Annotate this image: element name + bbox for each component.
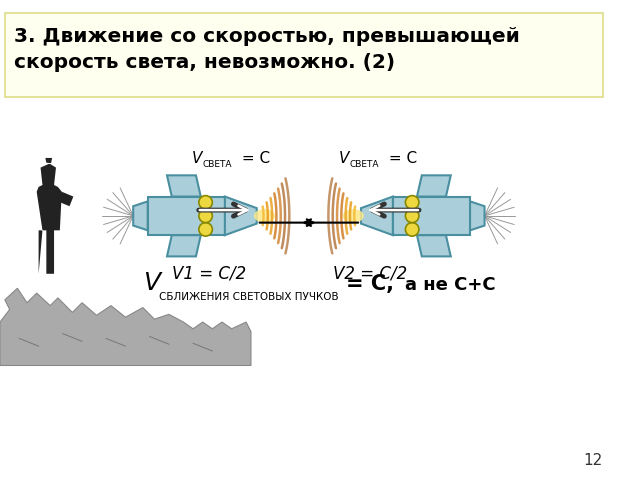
- Ellipse shape: [254, 209, 275, 223]
- Text: скорость света, невозможно. (2): скорость света, невозможно. (2): [13, 53, 395, 72]
- Circle shape: [199, 223, 212, 236]
- Polygon shape: [167, 175, 201, 197]
- Ellipse shape: [342, 209, 364, 223]
- Polygon shape: [470, 202, 484, 230]
- Text: V1 = C/2: V1 = C/2: [172, 264, 246, 282]
- Text: $\it{V}$: $\it{V}$: [191, 150, 204, 166]
- Polygon shape: [133, 202, 148, 230]
- Polygon shape: [0, 288, 251, 365]
- Text: а не С+С: а не С+С: [405, 276, 496, 294]
- Text: 3. Движение со скоростью, превышающей: 3. Движение со скоростью, превышающей: [13, 27, 520, 46]
- Polygon shape: [148, 197, 225, 235]
- Polygon shape: [393, 197, 470, 235]
- Circle shape: [405, 223, 419, 236]
- Text: $\it{V}$: $\it{V}$: [338, 150, 351, 166]
- Text: = C,: = C,: [346, 274, 394, 294]
- Text: = C: = C: [384, 151, 417, 166]
- Circle shape: [199, 195, 212, 209]
- Polygon shape: [417, 235, 451, 256]
- Text: V2 = C/2: V2 = C/2: [333, 264, 407, 282]
- Polygon shape: [167, 235, 201, 256]
- Polygon shape: [225, 197, 257, 235]
- Polygon shape: [58, 192, 74, 206]
- Polygon shape: [36, 158, 62, 274]
- FancyBboxPatch shape: [5, 13, 604, 97]
- Text: 12: 12: [583, 453, 602, 468]
- Polygon shape: [417, 175, 451, 197]
- Text: СВЕТА: СВЕТА: [349, 160, 379, 168]
- Text: СВЕТА: СВЕТА: [203, 160, 232, 168]
- Polygon shape: [361, 197, 393, 235]
- Circle shape: [405, 195, 419, 209]
- Text: СБЛИЖЕНИЯ СВЕТОВЫХ ПУЧКОВ: СБЛИЖЕНИЯ СВЕТОВЫХ ПУЧКОВ: [159, 292, 339, 302]
- Text: = C: = C: [237, 151, 271, 166]
- Circle shape: [405, 209, 419, 223]
- Circle shape: [199, 209, 212, 223]
- Text: $\it{V}$: $\it{V}$: [143, 271, 163, 295]
